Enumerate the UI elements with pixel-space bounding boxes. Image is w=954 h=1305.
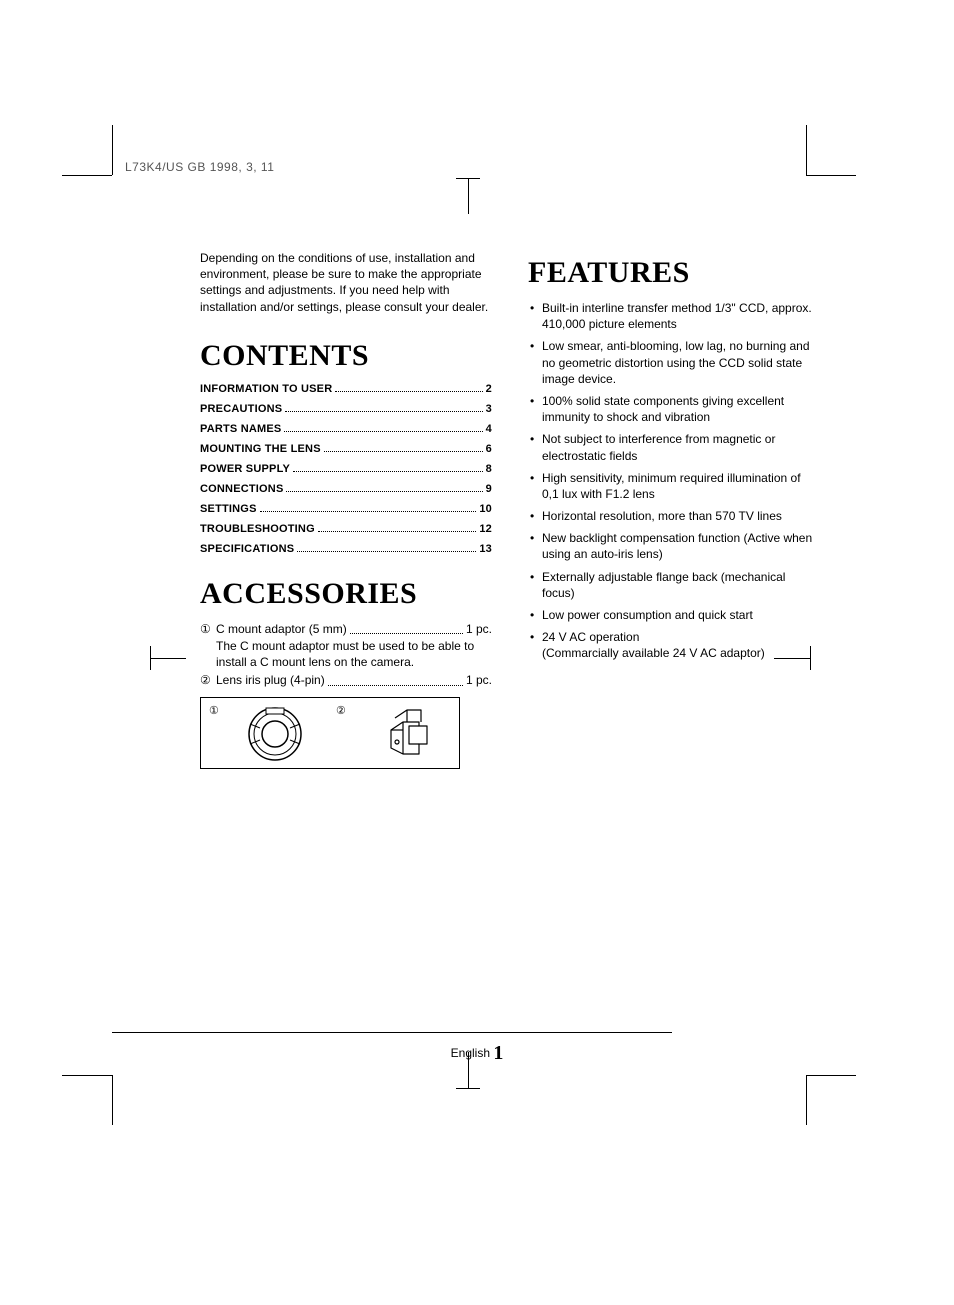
toc-page: 10 — [479, 503, 492, 515]
accessories-list: ① C mount adaptor (5 mm) 1 pc. The C mou… — [200, 621, 492, 689]
accessory-illustration: ① ② — [200, 697, 460, 769]
toc-label: PARTS NAMES — [200, 423, 281, 435]
toc-page: 2 — [486, 383, 492, 395]
toc-row: PRECAUTIONS 3 — [200, 403, 492, 415]
toc-page: 13 — [479, 543, 492, 555]
toc-label: PRECAUTIONS — [200, 403, 282, 415]
toc-label: TROUBLESHOOTING — [200, 523, 315, 535]
toc-label: MOUNTING THE LENS — [200, 443, 321, 455]
illus-label-1: ① — [209, 704, 219, 717]
accessory-number: ① — [200, 621, 216, 671]
heading-features: FEATURES — [528, 256, 820, 290]
feature-item: Externally adjustable flange back (mecha… — [528, 569, 820, 601]
accessory-note: The C mount adaptor must be used to be a… — [216, 638, 492, 670]
toc-leader — [324, 451, 483, 452]
toc-row: MOUNTING THE LENS 6 — [200, 443, 492, 455]
page-body: Depending on the conditions of use, inst… — [200, 250, 820, 769]
accessory-title: C mount adaptor (5 mm) — [216, 621, 347, 637]
feature-item: Horizontal resolution, more than 570 TV … — [528, 508, 820, 524]
feature-item: Built-in interline transfer method 1/3" … — [528, 300, 820, 332]
accessory-number: ② — [200, 672, 216, 688]
footer-rule — [112, 1032, 672, 1033]
toc-leader — [297, 551, 476, 552]
features-list: Built-in interline transfer method 1/3" … — [528, 300, 820, 662]
toc-page: 9 — [486, 483, 492, 495]
page-footer: English 1 — [0, 1042, 954, 1065]
accessory-item: ① C mount adaptor (5 mm) 1 pc. The C mou… — [200, 621, 492, 671]
toc-label: INFORMATION TO USER — [200, 383, 332, 395]
toc-leader — [285, 411, 482, 412]
feature-item: 24 V AC operation (Commarcially availabl… — [528, 629, 820, 661]
toc-row: INFORMATION TO USER 2 — [200, 383, 492, 395]
heading-contents: CONTENTS — [200, 339, 492, 373]
accessory-title: Lens iris plug (4-pin) — [216, 672, 325, 688]
accessory-leader — [350, 621, 463, 634]
adaptor-icon — [243, 704, 313, 764]
footer-page-number: 1 — [493, 1042, 503, 1064]
toc-leader — [286, 491, 482, 492]
feature-item: Not subject to interference from magneti… — [528, 431, 820, 463]
feature-item: Low power consumption and quick start — [528, 607, 820, 623]
right-column: FEATURES Built-in interline transfer met… — [528, 250, 820, 769]
toc-row: TROUBLESHOOTING 12 — [200, 523, 492, 535]
accessory-qty: 1 pc. — [466, 672, 492, 688]
toc-page: 6 — [486, 443, 492, 455]
table-of-contents: INFORMATION TO USER 2 PRECAUTIONS 3 PARTS … — [200, 383, 492, 555]
intro-paragraph: Depending on the conditions of use, inst… — [200, 250, 492, 315]
left-column: Depending on the conditions of use, inst… — [200, 250, 492, 769]
feature-item: High sensitivity, minimum required illum… — [528, 470, 820, 502]
toc-row: SPECIFICATIONS 13 — [200, 543, 492, 555]
plug-icon — [373, 704, 443, 764]
feature-item: 100% solid state components giving excel… — [528, 393, 820, 425]
feature-item: Low smear, anti-blooming, low lag, no bu… — [528, 338, 820, 387]
accessory-leader — [328, 672, 463, 685]
accessory-qty: 1 pc. — [466, 621, 492, 637]
toc-label: SETTINGS — [200, 503, 257, 515]
toc-page: 4 — [486, 423, 492, 435]
heading-accessories: ACCESSORIES — [200, 577, 492, 611]
illus-label-2: ② — [336, 704, 346, 717]
toc-leader — [318, 531, 477, 532]
toc-page: 8 — [486, 463, 492, 475]
toc-leader — [335, 391, 482, 392]
toc-page: 3 — [486, 403, 492, 415]
toc-label: POWER SUPPLY — [200, 463, 290, 475]
toc-label: CONNECTIONS — [200, 483, 283, 495]
doc-header: L73K4/US GB 1998, 3, 11 — [125, 160, 274, 174]
toc-row: SETTINGS 10 — [200, 503, 492, 515]
toc-leader — [260, 511, 477, 512]
toc-label: SPECIFICATIONS — [200, 543, 294, 555]
accessory-item: ② Lens iris plug (4-pin) 1 pc. — [200, 672, 492, 688]
toc-row: POWER SUPPLY 8 — [200, 463, 492, 475]
toc-leader — [293, 471, 483, 472]
toc-row: PARTS NAMES 4 — [200, 423, 492, 435]
toc-leader — [284, 431, 482, 432]
toc-row: CONNECTIONS 9 — [200, 483, 492, 495]
feature-item: New backlight compensation function (Act… — [528, 530, 820, 562]
toc-page: 12 — [479, 523, 492, 535]
footer-language: English — [451, 1046, 490, 1060]
